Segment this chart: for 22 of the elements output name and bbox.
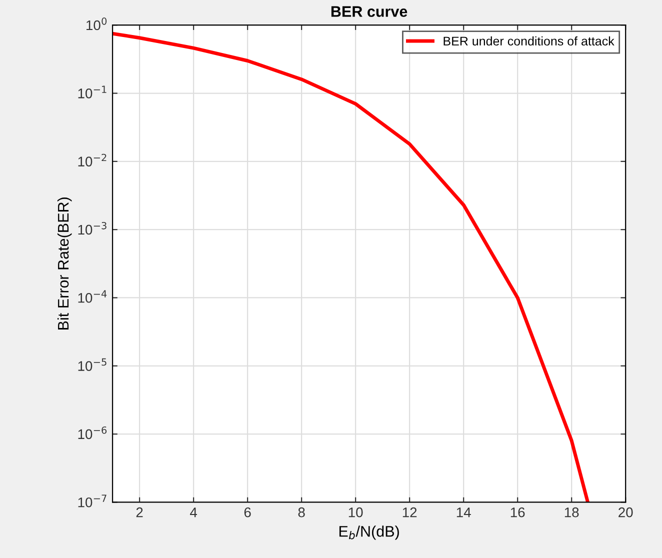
y-axis-title: Bit Error Rate(BER) (57, 198, 72, 330)
x-axis-title: E$_{b}$/N(dB) (339, 526, 399, 540)
x-tick-label: 8 (298, 507, 305, 518)
x-tick-label: 16 (510, 507, 525, 518)
y-tick-label: 10$^{−2}$ (78, 154, 106, 166)
y-tick-label: 10$^{−3}$ (78, 222, 106, 235)
x-tick-label: 10 (348, 507, 363, 518)
chart-title: BER curve (331, 6, 408, 17)
x-tick-label: 12 (402, 507, 417, 518)
y-tick-label: 10$^{−7}$ (78, 494, 106, 508)
legend-label: BER under conditions of attack (444, 36, 614, 46)
y-tick-label: 10$^{−4}$ (78, 290, 107, 303)
x-tick-label: 6 (244, 507, 251, 518)
x-tick-label: 2 (136, 507, 143, 518)
y-tick-label: 10$^{−1}$ (78, 86, 106, 98)
y-tick-label: 10$^{−6}$ (78, 426, 107, 440)
x-tick-label: 20 (618, 507, 633, 518)
x-tick-label: 4 (190, 508, 198, 518)
x-tick-label: 18 (564, 507, 579, 518)
y-tick-label: 10$^{−5}$ (78, 358, 106, 371)
y-tick-label: 10$^{0}$ (86, 18, 107, 30)
x-tick-label: 14 (456, 508, 471, 518)
